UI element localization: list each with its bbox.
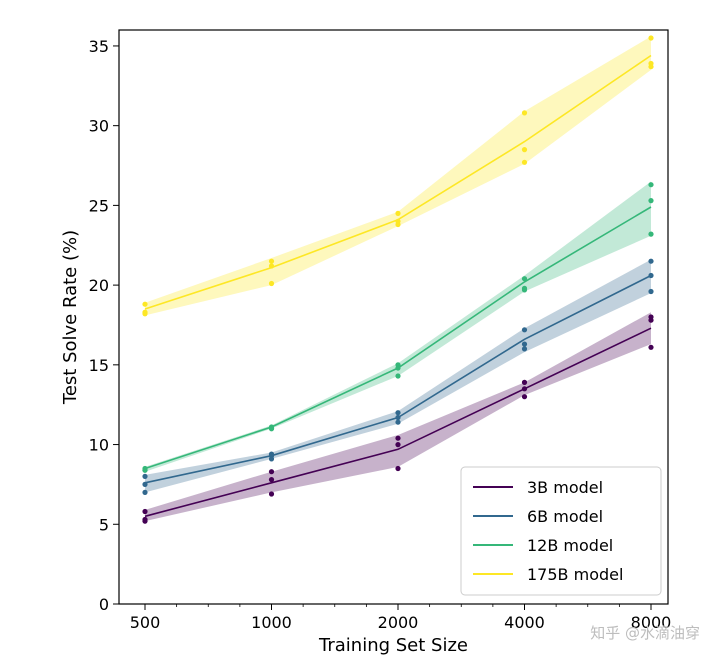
point-12b-model-4000-3 (521, 287, 528, 293)
point-3b-model-500-1 (142, 508, 148, 515)
point-175b-model-1000-2 (268, 263, 275, 269)
point-175b-model-4000-3 (521, 159, 528, 165)
x-tick-label-4000: 4000 (504, 613, 545, 632)
point-6b-model-500-1 (142, 473, 148, 479)
point-3b-model-8000-3 (648, 344, 654, 350)
legend: 3B model 6B model 12B model 175B model (460, 466, 662, 596)
y-tick-label-10: 10 (89, 436, 109, 455)
point-3b-model-2000-1 (395, 435, 401, 441)
point-12b-model-500-3 (142, 467, 148, 473)
point-175b-model-1000-3 (268, 280, 275, 287)
x-axis-ticks: 500 1000 2000 4000 8000 (130, 604, 672, 632)
point-3b-model-4000-3 (521, 394, 528, 400)
point-6b-model-2000-3 (395, 419, 401, 425)
x-tick-label-500: 500 (130, 613, 161, 632)
plot-frame (118, 29, 669, 605)
point-3b-model-1000-2 (268, 477, 275, 483)
point-175b-model-8000-3 (648, 64, 654, 70)
point-12b-model-8000-1 (648, 182, 654, 188)
point-6b-model-4000-1 (521, 327, 528, 333)
y-tick-label-15: 15 (89, 356, 109, 375)
point-6b-model-500-3 (142, 489, 148, 495)
legend-label-12b-model: 12B model (527, 536, 613, 555)
confidence-bands (145, 36, 651, 522)
band-3b-model (145, 312, 651, 522)
point-175b-model-2000-1 (395, 210, 401, 216)
point-12b-model-4000-1 (521, 276, 528, 282)
point-6b-model-8000-3 (648, 288, 654, 295)
point-12b-model-8000-2 (648, 198, 654, 204)
point-175b-model-1000-1 (268, 258, 275, 264)
point-175b-model-8000-1 (648, 35, 654, 41)
point-6b-model-2000-2 (395, 414, 401, 421)
point-6b-model-2000-1 (395, 410, 401, 416)
series-points (142, 35, 654, 524)
x-tick-label-8000: 8000 (631, 613, 672, 632)
x-tick-label-2000: 2000 (378, 613, 419, 632)
point-6b-model-4000-2 (521, 341, 528, 347)
point-3b-model-2000-2 (395, 442, 401, 448)
y-tick-label-0: 0 (99, 595, 109, 614)
y-tick-label-5: 5 (99, 515, 109, 534)
y-tick-label-35: 35 (89, 37, 109, 56)
point-6b-model-1000-3 (268, 456, 275, 462)
y-tick-label-20: 20 (89, 276, 109, 295)
point-3b-model-4000-1 (521, 379, 528, 385)
watermark-text: 知乎 @水滴油穿 (590, 624, 700, 642)
legend-box (460, 466, 662, 596)
y-axis-ticks: 0 5 10 15 20 25 30 35 (89, 37, 119, 614)
point-3b-model-1000-3 (268, 491, 275, 497)
band-6b-model (145, 259, 651, 493)
point-3b-model-4000-2 (521, 386, 528, 392)
y-axis-label: Test Solve Rate (%) (60, 230, 81, 405)
point-6b-model-8000-1 (648, 258, 654, 264)
point-175b-model-4000-2 (521, 147, 528, 153)
point-6b-model-8000-2 (648, 272, 654, 279)
point-6b-model-500-2 (142, 481, 148, 487)
legend-label-175b-model: 175B model (527, 565, 623, 584)
point-12b-model-8000-3 (648, 231, 654, 237)
point-3b-model-2000-3 (395, 465, 401, 472)
point-12b-model-2000-2 (395, 365, 401, 371)
y-tick-label-30: 30 (89, 117, 109, 136)
x-tick-label-1000: 1000 (251, 613, 292, 632)
line-3b-model (144, 327, 652, 518)
point-175b-model-2000-3 (395, 221, 401, 228)
legend-label-3b-model: 3B model (527, 478, 603, 497)
point-12b-model-2000-3 (395, 373, 401, 379)
point-6b-model-4000-3 (521, 346, 528, 352)
point-12b-model-1000-3 (268, 426, 275, 432)
point-3b-model-500-3 (142, 518, 148, 524)
point-175b-model-500-1 (142, 301, 148, 307)
point-175b-model-4000-1 (521, 110, 528, 116)
legend-label-6b-model: 6B model (527, 507, 603, 526)
band-175b-model (145, 36, 651, 316)
point-3b-model-1000-1 (268, 469, 275, 475)
x-axis-label: Training Set Size (318, 635, 468, 656)
point-3b-model-8000-2 (648, 317, 654, 323)
y-tick-label-25: 25 (89, 196, 109, 215)
point-175b-model-500-3 (142, 311, 148, 317)
